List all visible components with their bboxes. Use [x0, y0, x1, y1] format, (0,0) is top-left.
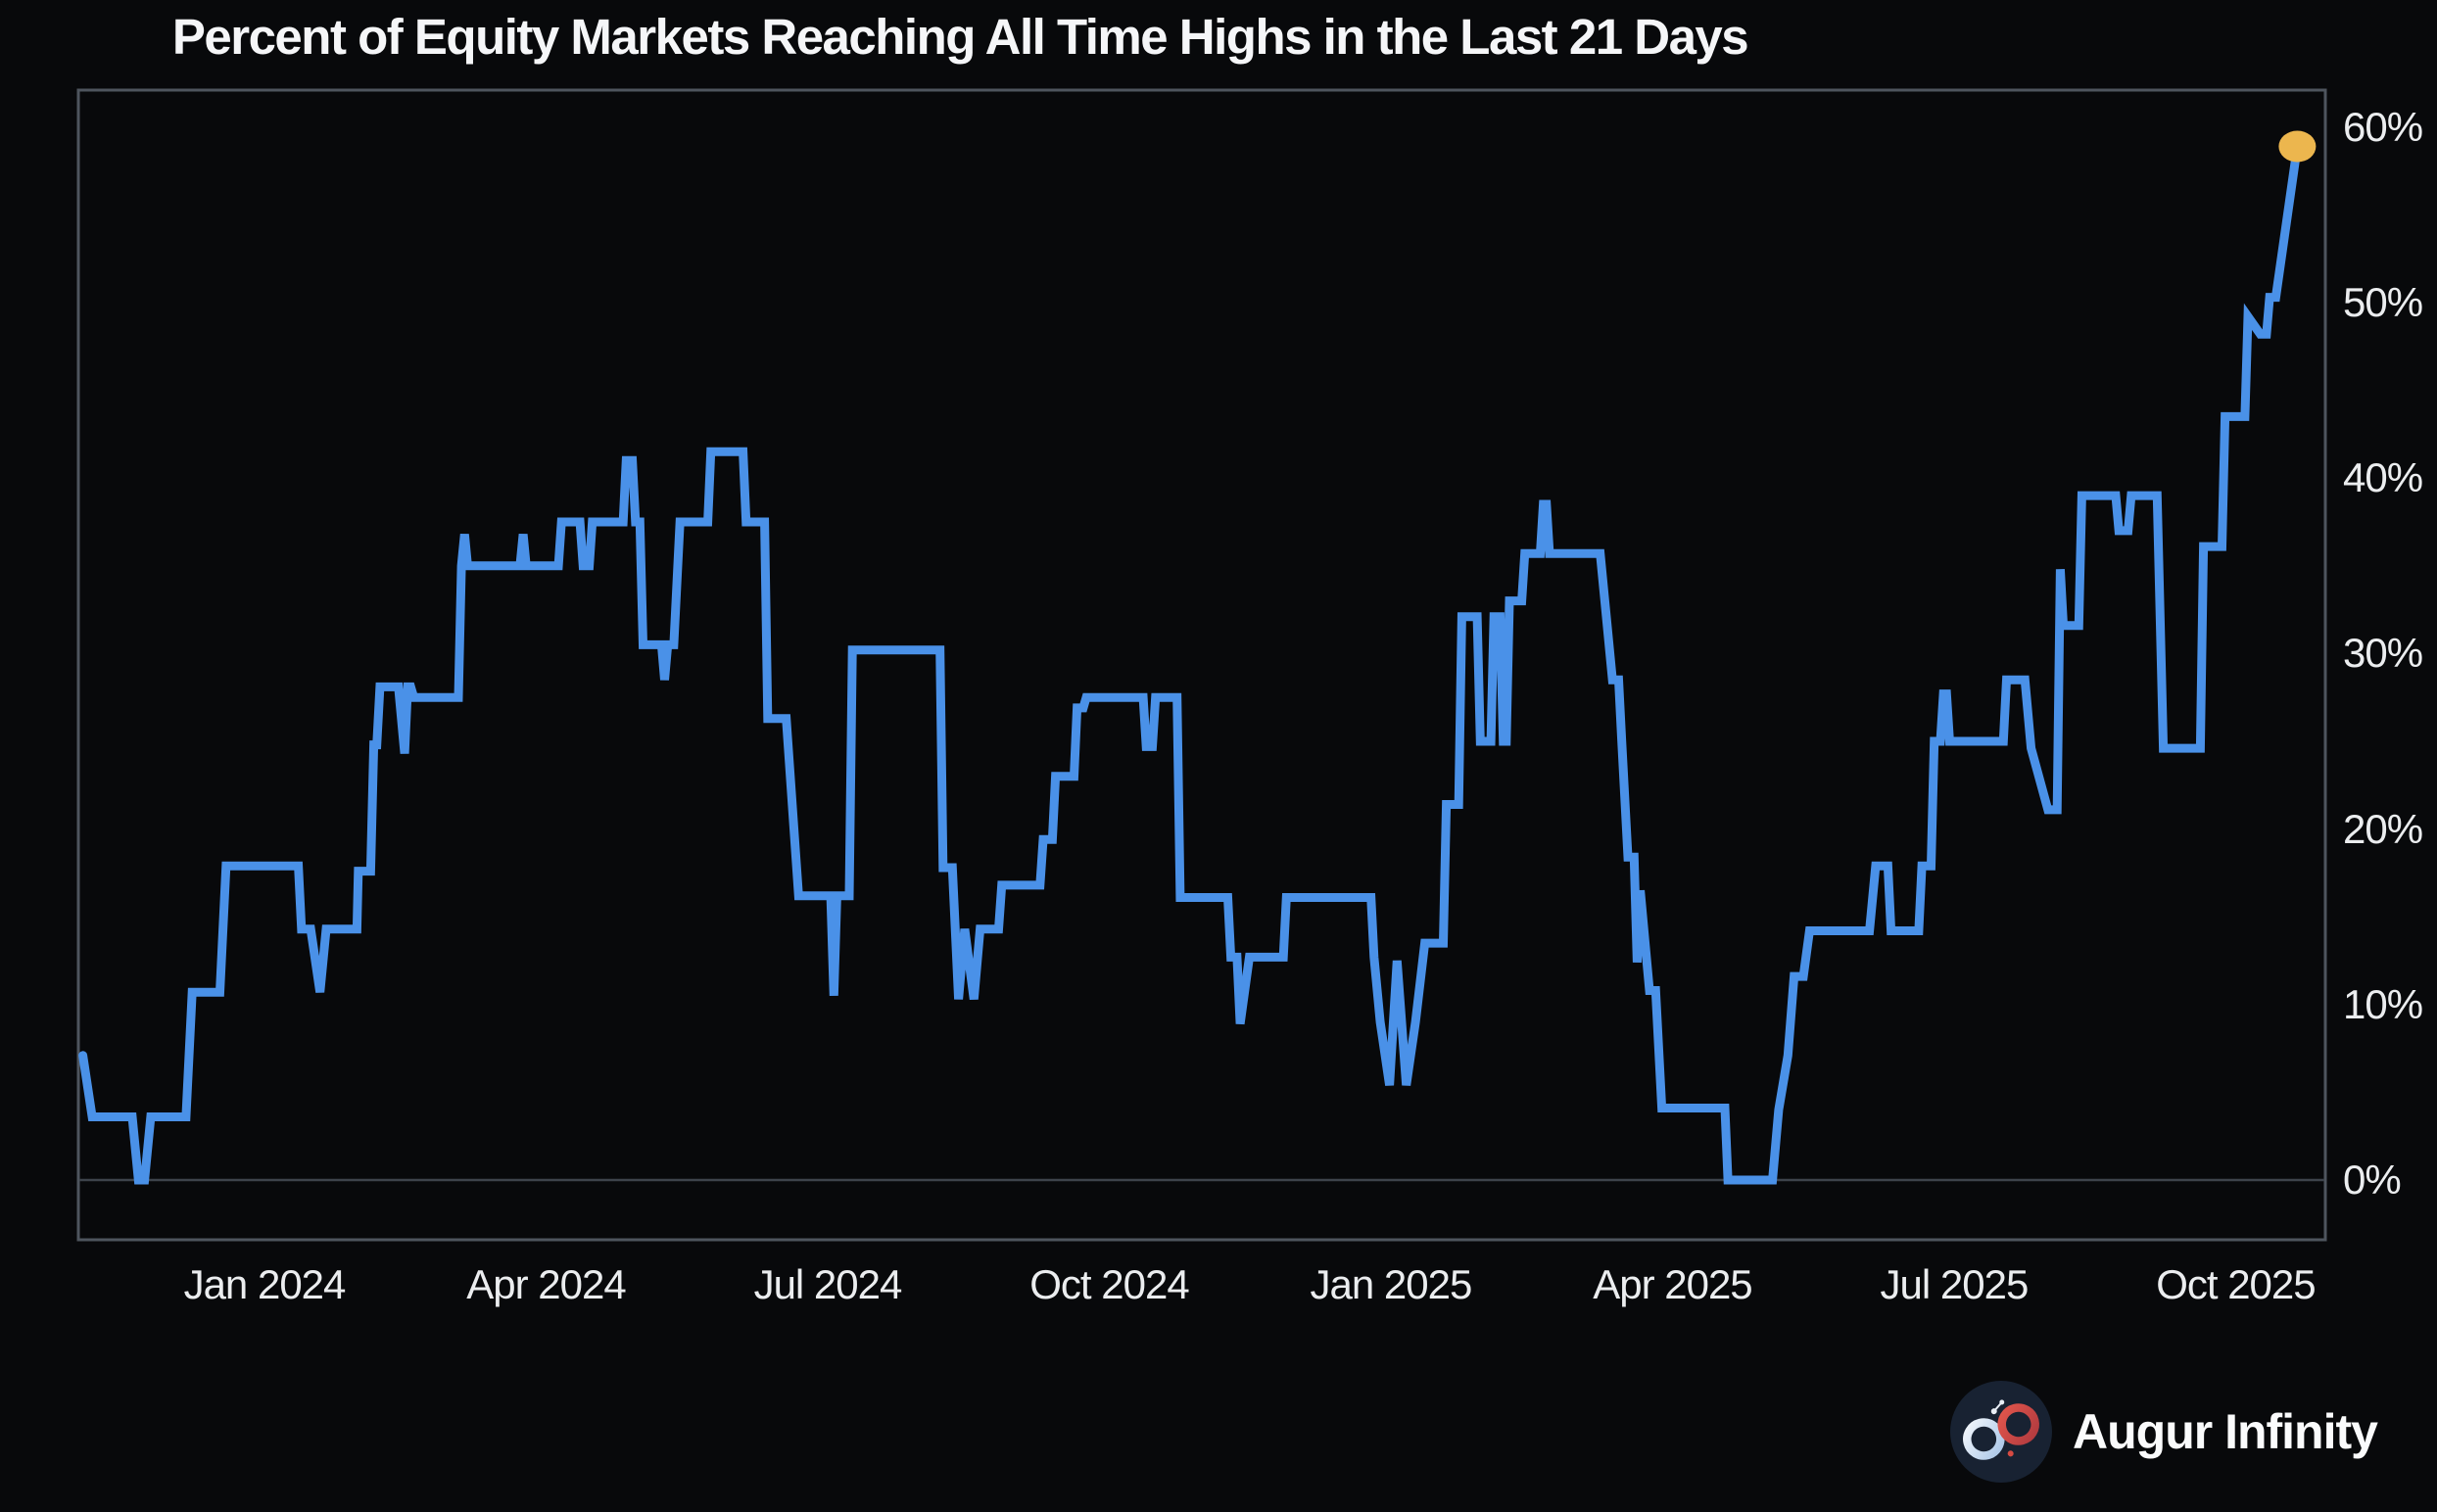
x-tick-label: Jul 2024 — [753, 1261, 903, 1307]
plot-frame — [76, 88, 2327, 1242]
y-tick-label: 40% — [2343, 454, 2423, 501]
logo-infinity-loops — [1963, 1399, 2039, 1460]
y-tick-label: 50% — [2343, 278, 2423, 325]
y-tick-label: 10% — [2343, 980, 2423, 1027]
y-tick-label: 60% — [2343, 103, 2423, 150]
x-tick-label: Oct 2024 — [1029, 1261, 1189, 1307]
brand-footer: Augur Infinity — [1949, 1377, 2419, 1487]
y-tick-label: 0% — [2343, 1157, 2402, 1203]
x-tick-label: Apr 2024 — [466, 1261, 626, 1307]
series-group — [78, 130, 2317, 1185]
series-line-pct-markets-at-ath-21d — [78, 142, 2302, 1185]
page-title: Percent of Equity Markets Reaching All T… — [171, 9, 1749, 65]
latest-value-marker — [2278, 130, 2317, 163]
x-tick-label: Jul 2025 — [1880, 1261, 2030, 1307]
x-tick-label: Jan 2025 — [1310, 1261, 1473, 1307]
infinity-icon — [1950, 1381, 2052, 1483]
x-tick-label: Apr 2025 — [1593, 1261, 1752, 1307]
brand-name: Augur Infinity — [2073, 1404, 2378, 1459]
x-tick-label: Jan 2024 — [183, 1261, 347, 1307]
y-tick-label: 30% — [2343, 630, 2423, 677]
x-tick-label: Oct 2025 — [2156, 1261, 2316, 1307]
y-tick-label: 20% — [2343, 805, 2423, 852]
